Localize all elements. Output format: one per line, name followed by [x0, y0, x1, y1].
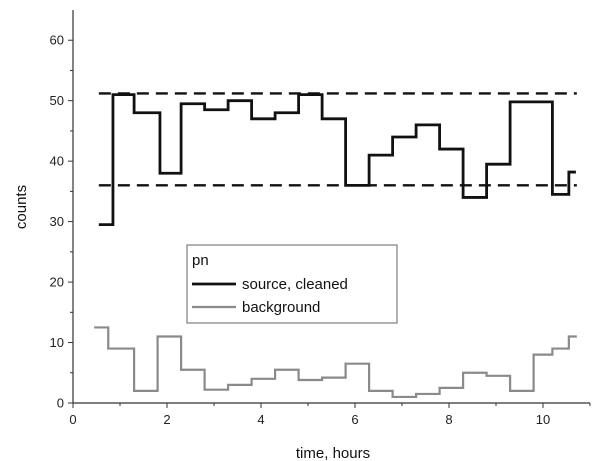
x-tick-label: 6 — [351, 412, 358, 427]
y-axis-title: counts — [13, 185, 30, 229]
y-tick-label: 10 — [50, 335, 64, 350]
x-tick-label: 4 — [257, 412, 264, 427]
legend-title: pn — [192, 252, 209, 269]
y-tick-label: 40 — [50, 154, 64, 169]
y-tick-label: 20 — [50, 275, 64, 290]
y-tick-label: 50 — [50, 93, 64, 108]
x-tick-label: 10 — [536, 412, 550, 427]
series-layer — [94, 93, 577, 399]
legend: pn source, cleaned background — [186, 244, 398, 324]
y-tick-label: 30 — [50, 214, 64, 229]
y-ticks: 0 10 20 30 40 50 60 — [50, 33, 73, 411]
y-tick-label: 60 — [50, 33, 64, 48]
series-background-line — [94, 326, 577, 399]
x-tick-label: 2 — [163, 412, 170, 427]
x-tick-label: 0 — [69, 412, 76, 427]
legend-label-background: background — [242, 299, 320, 316]
x-ticks: 0 2 4 6 8 10 — [69, 403, 591, 427]
plot-area — [98, 92, 577, 187]
legend-label-source: source, cleaned — [242, 276, 348, 293]
x-axis-title: time, hours — [296, 445, 370, 461]
series-source-cleaned-line — [98, 93, 576, 227]
y-tick-label: 0 — [57, 396, 64, 411]
axes — [72, 10, 590, 404]
x-tick-label: 8 — [445, 412, 452, 427]
